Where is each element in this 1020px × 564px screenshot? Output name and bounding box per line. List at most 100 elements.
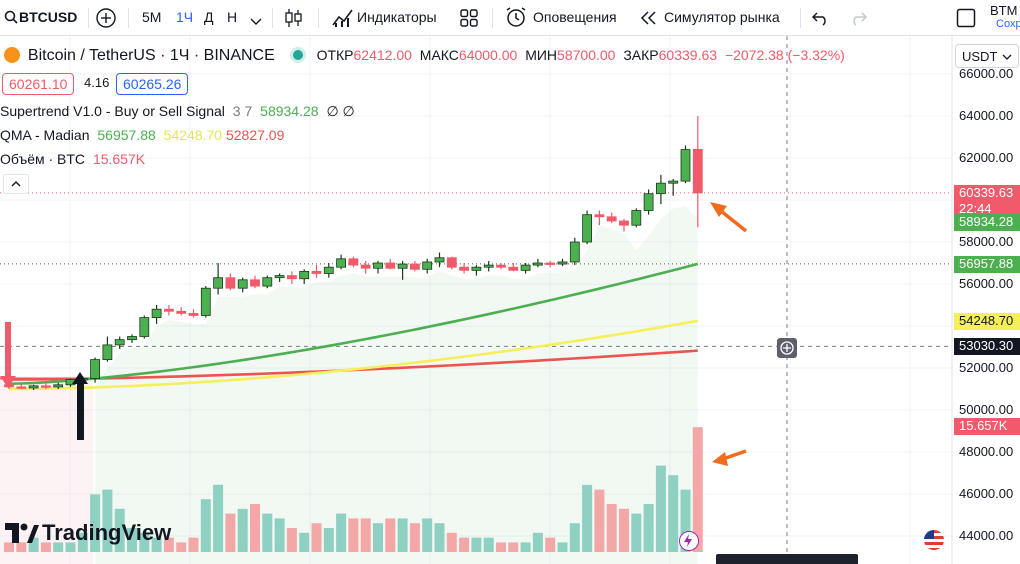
collapse-legend-button[interactable] (3, 174, 29, 194)
candle-down (41, 385, 51, 388)
volume-bar (422, 518, 433, 552)
volume-bar (200, 499, 211, 552)
tradingview-wordmark: TradingView (42, 520, 172, 545)
market-replay-button[interactable]: Симулятор рынка (664, 9, 780, 25)
candle-up (656, 182, 666, 195)
candle-down (360, 264, 371, 269)
candle-down (619, 220, 629, 226)
candle-down (594, 214, 605, 218)
candle-up (237, 279, 248, 289)
volume-bar (668, 475, 679, 552)
divider (318, 8, 319, 28)
layout-name[interactable]: BTM (990, 3, 1018, 18)
candles-chart-type-icon[interactable] (284, 7, 304, 34)
price-axis-tick: 66000.00 (959, 66, 1014, 81)
volume-legend[interactable]: Объём · BTC 15.657K (0, 148, 149, 170)
timeframe-5m[interactable]: 5М (142, 9, 162, 25)
candle-down (508, 266, 519, 271)
timeframe-week[interactable]: Н (227, 9, 238, 25)
timeframe-day[interactable]: Д (204, 9, 214, 25)
volume-bar (188, 537, 199, 552)
volume-bar (336, 513, 347, 552)
volume-bar (139, 532, 150, 552)
candle-up (483, 264, 494, 268)
flash-icon[interactable] (679, 531, 699, 551)
candle-down (348, 258, 359, 266)
candle-up (90, 359, 100, 379)
volume-bar (286, 528, 297, 552)
volume-bar (262, 513, 273, 552)
alarm-clock-icon[interactable] (505, 6, 527, 33)
bitcoin-logo-icon (4, 47, 20, 63)
chevron-down-icon[interactable] (250, 13, 262, 31)
symbol-name[interactable]: BTCUSD (19, 9, 78, 25)
candle-up (151, 308, 162, 319)
price-axis-tick: 64000.00 (959, 108, 1014, 123)
sell-price-button[interactable]: 60261.10 (2, 73, 75, 95)
candle-up (127, 336, 137, 341)
open-label: ОТКР (316, 47, 354, 63)
volume-bar (483, 537, 494, 552)
rewind-icon[interactable] (640, 11, 658, 30)
symbol-legend: Bitcoin / TetherUS · 1Ч · BINANCE ОТКР62… (0, 44, 849, 66)
top-toolbar: BTCUSD 5М 1Ч Д Н Индикаторы Оповещения С… (0, 0, 1020, 36)
supertrend-legend[interactable]: Supertrend V1.0 - Buy or Sell Signal 3 7… (0, 100, 359, 122)
supertrend-name: Supertrend V1.0 - Buy or Sell Signal (0, 103, 225, 119)
volume-bar (102, 489, 113, 552)
save-label[interactable]: Сохр (996, 18, 1020, 30)
market-status-icon (292, 50, 303, 60)
indicators-button[interactable]: Индикаторы (357, 9, 437, 25)
buy-signal-arrow-head (72, 372, 88, 384)
candle-up (631, 210, 642, 226)
supertrend-params: 3 7 (232, 103, 253, 119)
volume-bar (373, 523, 383, 552)
price-axis-label: 54248.70 (954, 312, 1020, 330)
volume-bar (127, 528, 137, 552)
spread-value: 4.16 (84, 75, 110, 90)
symbol-title[interactable]: Bitcoin / TetherUS · 1Ч · BINANCE (27, 47, 275, 64)
supertrend-up-area (95, 206, 698, 564)
change-value: −2072.38 (−3.32%) (724, 47, 845, 63)
price-axis-tick: 50000.00 (959, 402, 1014, 417)
volume-bar (619, 508, 629, 552)
price-axis-tick: 44000.00 (959, 528, 1014, 543)
candle-down (250, 279, 260, 287)
price-chart[interactable] (0, 36, 1020, 564)
volume-bar (532, 532, 543, 552)
symbol-search-icon[interactable] (4, 10, 18, 29)
candle-up (262, 277, 273, 287)
alerts-button[interactable]: Оповещения (533, 9, 617, 25)
volume-bar (692, 427, 703, 552)
currency-label: USDT (962, 49, 998, 64)
volume-bar (213, 484, 224, 552)
high-value: 64000.00 (458, 47, 518, 63)
price-axis-label: 53030.30 (954, 338, 1020, 356)
redo-icon[interactable] (849, 10, 868, 31)
indicators-icon[interactable] (332, 7, 354, 34)
volume-bar (250, 504, 260, 552)
sell-signal-arrow-head (0, 376, 16, 388)
fullscreen-square-icon[interactable] (956, 8, 976, 33)
volume-bar (360, 518, 371, 552)
layouts-grid-icon[interactable] (460, 9, 478, 32)
candle-up (557, 261, 568, 265)
volume-bar (163, 537, 174, 552)
volume-bar (606, 504, 617, 552)
undo-icon[interactable] (811, 10, 830, 31)
chevron-down-icon (1002, 54, 1012, 60)
currency-select[interactable]: USDT (955, 44, 1019, 68)
candle-up (102, 344, 113, 360)
buy-price-button[interactable]: 60265.26 (116, 73, 189, 95)
candle-down (545, 262, 556, 265)
volume-bar (16, 542, 27, 552)
volume-bar (680, 489, 691, 552)
price-axis-tick: 62000.00 (959, 150, 1014, 165)
timeframe-1h[interactable]: 1Ч (176, 9, 194, 25)
volume-bar (508, 542, 519, 552)
volume-bar (471, 537, 482, 552)
candle-down (311, 270, 322, 274)
compare-plus-icon[interactable] (95, 7, 117, 34)
candle-down (409, 263, 420, 270)
qma-legend[interactable]: QMA - Madian 56957.88 54248.70 52827.09 (0, 124, 288, 146)
volume-bar (520, 542, 531, 552)
